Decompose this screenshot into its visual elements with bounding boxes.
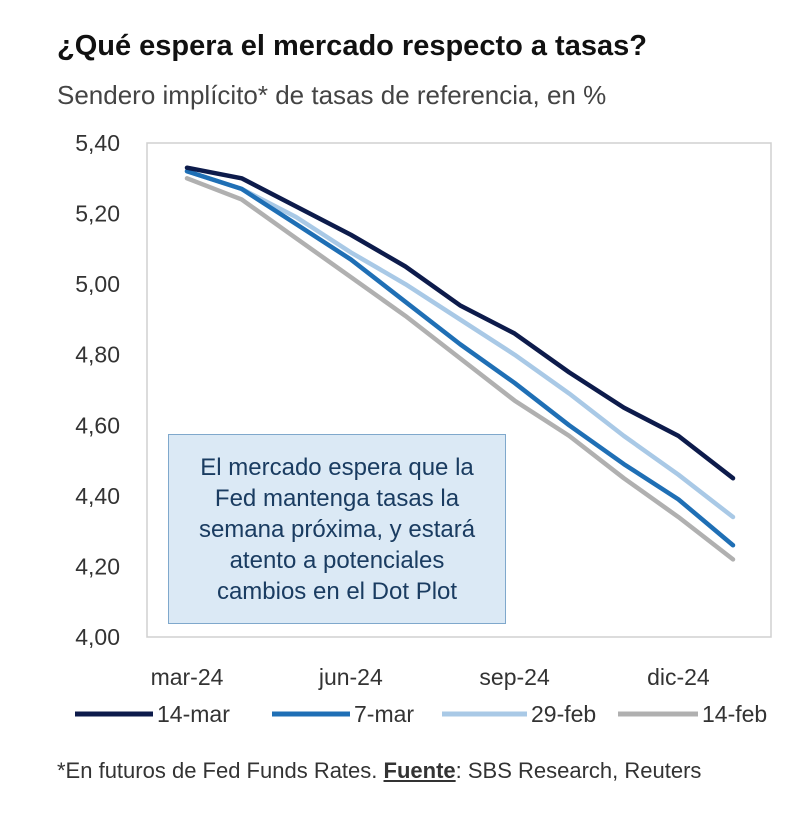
y-tick-label: 4,60 bbox=[75, 412, 120, 438]
chart-subtitle: Sendero implícito* de tasas de referenci… bbox=[57, 80, 607, 110]
y-axis: 4,00 4,20 4,40 4,60 4,80 5,00 5,20 5,40 bbox=[75, 130, 120, 650]
footnote-prefix: *En futuros de Fed Funds Rates. bbox=[57, 758, 384, 783]
chart-title: ¿Qué espera el mercado respecto a tasas? bbox=[57, 30, 647, 62]
x-tick-label: dic-24 bbox=[647, 664, 710, 690]
y-tick-label: 4,20 bbox=[75, 553, 120, 579]
y-tick-label: 5,00 bbox=[75, 271, 120, 297]
series-lines bbox=[184, 165, 736, 562]
legend-label: 7-mar bbox=[354, 701, 414, 727]
footnote-source-label: Fuente bbox=[383, 758, 456, 783]
footnote: *En futuros de Fed Funds Rates. Fuente: … bbox=[57, 755, 777, 787]
legend: 14-mar 7-mar 29-feb 14-feb bbox=[75, 701, 767, 727]
legend-label: 14-mar bbox=[157, 701, 230, 727]
series-line-7-mar bbox=[184, 168, 736, 548]
footnote-source-text: : SBS Research, Reuters bbox=[455, 758, 702, 783]
legend-label: 29-feb bbox=[531, 701, 596, 727]
series-line-29-feb bbox=[184, 168, 736, 520]
series-line-14-feb bbox=[184, 176, 736, 562]
plot-frame bbox=[146, 142, 772, 638]
y-tick-label: 4,00 bbox=[75, 624, 120, 650]
y-tick-label: 4,40 bbox=[75, 483, 120, 509]
callout-box: El mercado espera que la Fed mantenga ta… bbox=[168, 434, 506, 624]
x-tick-label: sep-24 bbox=[479, 664, 550, 690]
y-tick-label: 5,20 bbox=[75, 201, 120, 227]
y-tick-label: 4,80 bbox=[75, 342, 120, 368]
y-tick-label: 5,40 bbox=[75, 130, 120, 156]
x-axis: mar-24 jun-24 sep-24 dic-24 bbox=[151, 664, 710, 690]
legend-label: 14-feb bbox=[702, 701, 767, 727]
x-tick-label: jun-24 bbox=[318, 664, 383, 690]
x-tick-label: mar-24 bbox=[151, 664, 224, 690]
series-line-14-mar bbox=[184, 165, 736, 481]
